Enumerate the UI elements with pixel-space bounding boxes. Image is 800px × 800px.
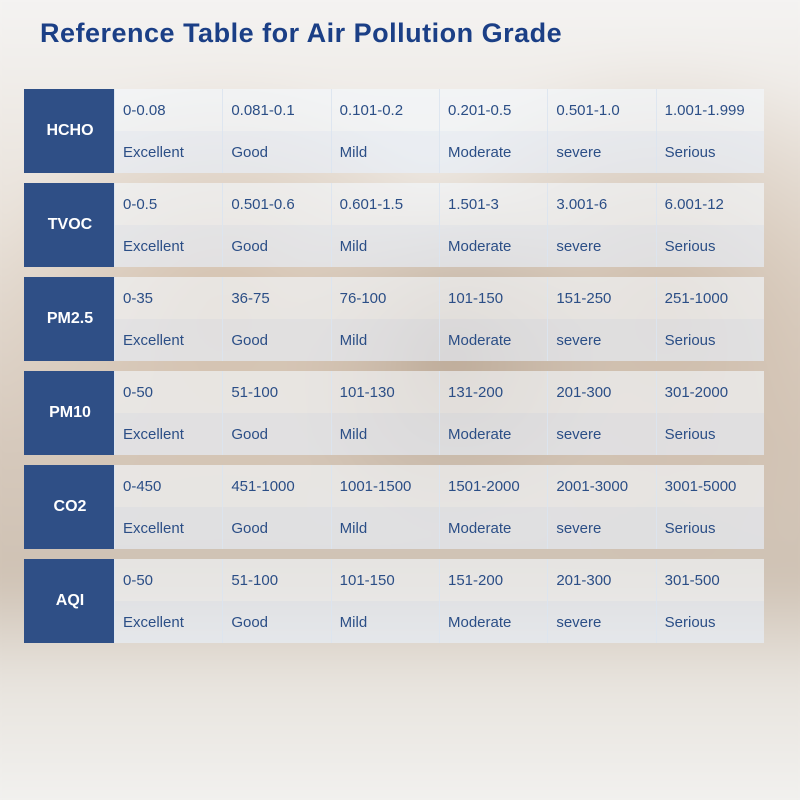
range-cell: 51-100 bbox=[222, 371, 330, 413]
range-cell: 0-0.5 bbox=[114, 183, 222, 225]
grade-cell: Moderate bbox=[439, 319, 547, 361]
range-cell: 101-150 bbox=[439, 277, 547, 319]
pollutant-label: HCHO bbox=[24, 89, 114, 173]
content-frame: Reference Table for Air Pollution Grade … bbox=[0, 0, 800, 800]
range-cell: 0-35 bbox=[114, 277, 222, 319]
grade-cell: severe bbox=[547, 601, 655, 643]
pollutant-section: AQI0-5051-100101-150151-200201-300301-50… bbox=[0, 559, 800, 643]
grade-cell: Moderate bbox=[439, 507, 547, 549]
grade-cell: Serious bbox=[656, 413, 764, 455]
range-cell: 3.001-6 bbox=[547, 183, 655, 225]
grade-cell: Serious bbox=[656, 601, 764, 643]
range-cell: 0-450 bbox=[114, 465, 222, 507]
grade-cell: Excellent bbox=[114, 131, 222, 173]
pollutant-label: AQI bbox=[24, 559, 114, 643]
grade-cell: Mild bbox=[331, 413, 439, 455]
grade-cell: Good bbox=[222, 319, 330, 361]
grade-cell: severe bbox=[547, 413, 655, 455]
grade-cell: Good bbox=[222, 601, 330, 643]
grade-cell: severe bbox=[547, 225, 655, 267]
grade-cell: Serious bbox=[656, 225, 764, 267]
pollutant-label: CO2 bbox=[24, 465, 114, 549]
range-cell: 151-200 bbox=[439, 559, 547, 601]
grade-cell: Good bbox=[222, 225, 330, 267]
range-cell: 0-50 bbox=[114, 559, 222, 601]
grade-cell: Serious bbox=[656, 319, 764, 361]
pollutant-section: HCHO0-0.080.081-0.10.101-0.20.201-0.50.5… bbox=[0, 89, 800, 173]
range-cell: 0.501-0.6 bbox=[222, 183, 330, 225]
grade-cell: Moderate bbox=[439, 413, 547, 455]
range-cell: 1501-2000 bbox=[439, 465, 547, 507]
grade-cell: Excellent bbox=[114, 225, 222, 267]
range-cell: 0.201-0.5 bbox=[439, 89, 547, 131]
range-cell: 101-150 bbox=[331, 559, 439, 601]
range-cell: 101-130 bbox=[331, 371, 439, 413]
grade-cell: Mild bbox=[331, 507, 439, 549]
range-cell: 1.001-1.999 bbox=[656, 89, 764, 131]
grade-cell: Excellent bbox=[114, 413, 222, 455]
reference-table: HCHO0-0.080.081-0.10.101-0.20.201-0.50.5… bbox=[0, 89, 800, 653]
page-title: Reference Table for Air Pollution Grade bbox=[0, 0, 800, 49]
range-cell: 1.501-3 bbox=[439, 183, 547, 225]
pollutant-label: PM10 bbox=[24, 371, 114, 455]
grade-cell: Good bbox=[222, 131, 330, 173]
grade-cell: Moderate bbox=[439, 225, 547, 267]
pollutant-label: PM2.5 bbox=[24, 277, 114, 361]
pollutant-section: TVOC0-0.50.501-0.60.601-1.51.501-33.001-… bbox=[0, 183, 800, 267]
range-cell: 251-1000 bbox=[656, 277, 764, 319]
range-cell: 131-200 bbox=[439, 371, 547, 413]
range-cell: 0.101-0.2 bbox=[331, 89, 439, 131]
range-cell: 0.601-1.5 bbox=[331, 183, 439, 225]
range-cell: 451-1000 bbox=[222, 465, 330, 507]
grade-cell: Moderate bbox=[439, 131, 547, 173]
pollutant-section: PM2.50-3536-7576-100101-150151-250251-10… bbox=[0, 277, 800, 361]
grade-cell: Excellent bbox=[114, 319, 222, 361]
grade-cell: Serious bbox=[656, 507, 764, 549]
range-cell: 0.501-1.0 bbox=[547, 89, 655, 131]
range-cell: 36-75 bbox=[222, 277, 330, 319]
grade-cell: Mild bbox=[331, 131, 439, 173]
grade-cell: Good bbox=[222, 413, 330, 455]
range-cell: 0-0.08 bbox=[114, 89, 222, 131]
pollutant-section: CO20-450451-10001001-15001501-20002001-3… bbox=[0, 465, 800, 549]
grade-cell: Moderate bbox=[439, 601, 547, 643]
grade-cell: Mild bbox=[331, 319, 439, 361]
pollutant-section: PM100-5051-100101-130131-200201-300301-2… bbox=[0, 371, 800, 455]
range-cell: 151-250 bbox=[547, 277, 655, 319]
range-cell: 201-300 bbox=[547, 559, 655, 601]
range-cell: 301-2000 bbox=[656, 371, 764, 413]
pollutant-label: TVOC bbox=[24, 183, 114, 267]
range-cell: 76-100 bbox=[331, 277, 439, 319]
grade-cell: severe bbox=[547, 319, 655, 361]
grade-cell: Excellent bbox=[114, 601, 222, 643]
range-cell: 6.001-12 bbox=[656, 183, 764, 225]
grade-cell: Excellent bbox=[114, 507, 222, 549]
grade-cell: Mild bbox=[331, 601, 439, 643]
range-cell: 0-50 bbox=[114, 371, 222, 413]
range-cell: 0.081-0.1 bbox=[222, 89, 330, 131]
grade-cell: severe bbox=[547, 507, 655, 549]
range-cell: 51-100 bbox=[222, 559, 330, 601]
range-cell: 301-500 bbox=[656, 559, 764, 601]
grade-cell: Good bbox=[222, 507, 330, 549]
range-cell: 2001-3000 bbox=[547, 465, 655, 507]
range-cell: 3001-5000 bbox=[656, 465, 764, 507]
grade-cell: severe bbox=[547, 131, 655, 173]
grade-cell: Mild bbox=[331, 225, 439, 267]
range-cell: 201-300 bbox=[547, 371, 655, 413]
range-cell: 1001-1500 bbox=[331, 465, 439, 507]
grade-cell: Serious bbox=[656, 131, 764, 173]
